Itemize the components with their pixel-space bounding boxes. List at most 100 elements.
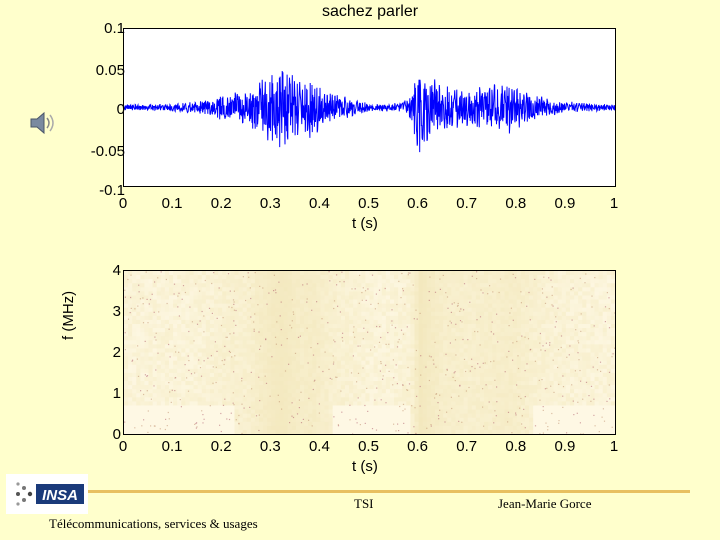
spectrogram-cell [594, 372, 600, 378]
spectrogram-cell [471, 299, 477, 305]
spectrogram-cell [320, 319, 325, 325]
spectrogram-cell [336, 417, 342, 423]
spectrogram-cell [488, 340, 493, 345]
spectrogram-cell [439, 401, 444, 406]
spectrogram-cell [336, 287, 342, 292]
spectrogram-cell [275, 336, 280, 341]
spectrogram-cell [373, 429, 379, 434]
spectrogram-cell [156, 332, 162, 337]
spectrogram-cell [520, 323, 526, 329]
spectrogram-cell [361, 311, 366, 317]
spectrogram-cell [516, 356, 522, 362]
spectrogram-cell [308, 393, 313, 398]
spectrogram-cell [218, 303, 223, 309]
spectrogram-cell [557, 409, 563, 415]
spectrogram-cell [124, 336, 129, 341]
spectrogram-cell [357, 340, 362, 345]
spectrogram-cell [565, 413, 571, 419]
spectrogram-cell [308, 372, 313, 378]
spectrogram-cell [324, 409, 329, 415]
spectrogram-cell [598, 385, 604, 390]
spectrogram-cell [144, 368, 149, 374]
spectrogram-cell [304, 364, 309, 370]
spectrogram-cell [308, 319, 313, 325]
spectrogram-cell [238, 336, 244, 341]
spectrogram-cell [512, 279, 518, 284]
spectrogram-cell [275, 328, 280, 333]
spectrogram-cell [447, 385, 452, 390]
spectrogram-cell [410, 385, 415, 390]
spectrogram-cell [328, 323, 334, 329]
spectrogram-cell [574, 283, 579, 288]
spectrogram-cell [160, 279, 166, 284]
spectrogram-cell [275, 413, 280, 419]
spectrogram-cell [320, 429, 325, 434]
spectrogram-speckle [268, 292, 270, 294]
speaker-icon[interactable] [28, 108, 58, 138]
spectrogram-cell [209, 352, 215, 357]
spectrogram-cell [291, 283, 297, 288]
spectrogram-cell [328, 319, 334, 325]
spectrogram-cell [385, 364, 391, 370]
spectrogram-cell [488, 360, 493, 366]
spectrogram-cell [451, 307, 456, 313]
spectrogram-cell [565, 279, 571, 284]
spectrogram-cell [484, 385, 489, 390]
spectrogram-cell [304, 303, 309, 309]
spectrogram-cell [402, 287, 407, 292]
spectrogram-cell [389, 389, 395, 394]
spectrogram-cell [524, 352, 530, 357]
spectrogram-cell [173, 352, 178, 357]
spectrogram-cell [328, 348, 334, 353]
spectrogram-cell [353, 393, 358, 398]
spectrogram-cell [484, 303, 489, 309]
spectrogram-cell [402, 429, 407, 434]
spectrogram-cell [312, 336, 317, 341]
spectrogram-cell [537, 413, 542, 419]
spectrogram-cell [299, 397, 305, 402]
spectrogram-cell [246, 376, 252, 382]
spectrogram-cell [201, 401, 207, 406]
spectrogram-cell [132, 372, 137, 378]
spectrogram-cell [463, 385, 469, 390]
spectrogram-cell [406, 323, 411, 329]
spectrogram-cell [271, 425, 276, 431]
spectrogram-cell [181, 352, 186, 357]
spectrogram-speckle [430, 356, 432, 358]
spectrogram-cell [349, 360, 354, 366]
spectrogram-cell [164, 295, 170, 300]
spectrogram-cell [275, 381, 280, 386]
spectrogram-cell [324, 295, 329, 300]
spectrogram-cell [426, 323, 432, 329]
spectrogram-cell [402, 385, 407, 390]
spectrogram-cell [557, 279, 563, 284]
spectrogram-cell [508, 348, 514, 353]
spectrogram-cell [357, 385, 362, 390]
spectrogram-cell [361, 417, 366, 423]
spectrogram-cell [549, 429, 555, 434]
spectrogram-cell [254, 413, 260, 419]
spectrogram-cell [177, 360, 182, 366]
spectrogram-cell [455, 409, 460, 415]
spectrogram-cell [242, 425, 248, 431]
spectrogram-cell [185, 299, 190, 305]
spectrogram-cell [140, 323, 145, 329]
spectrogram-cell [496, 275, 501, 280]
spectrogram-cell [529, 275, 534, 280]
spectrogram-cell [238, 283, 244, 288]
spectrogram-cell [598, 364, 604, 370]
spectrogram-speckle [454, 380, 456, 382]
spectrogram-cell [222, 401, 227, 406]
spectrogram-cell [447, 299, 452, 305]
spectrogram-cell [537, 323, 542, 329]
spectrogram-cell [140, 368, 145, 374]
spectrogram-cell [582, 295, 587, 300]
spectrogram-cell [238, 385, 244, 390]
spectrogram-cell [582, 319, 587, 325]
spectrogram-cell [226, 287, 231, 292]
spectrogram-cell [316, 429, 321, 434]
spectrogram-cell [250, 291, 256, 296]
spectrogram-cell [197, 328, 203, 333]
spectrogram-cell [234, 409, 239, 415]
spectrogram-cell [336, 291, 342, 296]
